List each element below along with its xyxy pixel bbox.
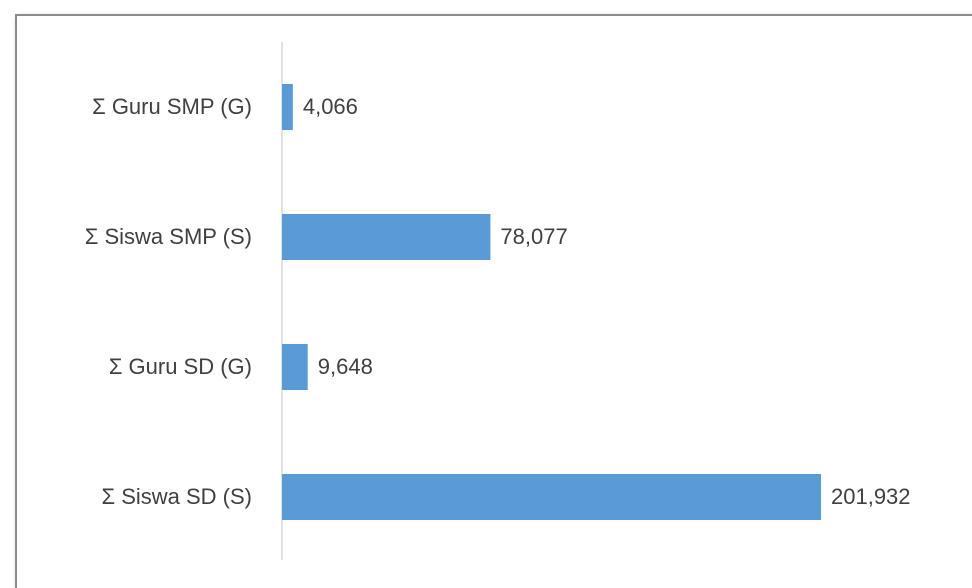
y-tick-label: Σ Guru SD (G) — [109, 354, 252, 379]
y-tick-label: Σ Siswa SMP (S) — [85, 224, 252, 249]
data-label: 201,932 — [831, 484, 911, 509]
bar — [282, 214, 491, 260]
data-label: 4,066 — [303, 94, 358, 119]
bar — [282, 474, 821, 520]
data-label: 78,077 — [500, 224, 567, 249]
y-tick-label: Σ Guru SMP (G) — [92, 94, 252, 119]
bar — [282, 84, 293, 130]
data-label: 9,648 — [318, 354, 373, 379]
bar — [282, 344, 308, 390]
y-tick-label: Σ Siswa SD (S) — [101, 484, 252, 509]
